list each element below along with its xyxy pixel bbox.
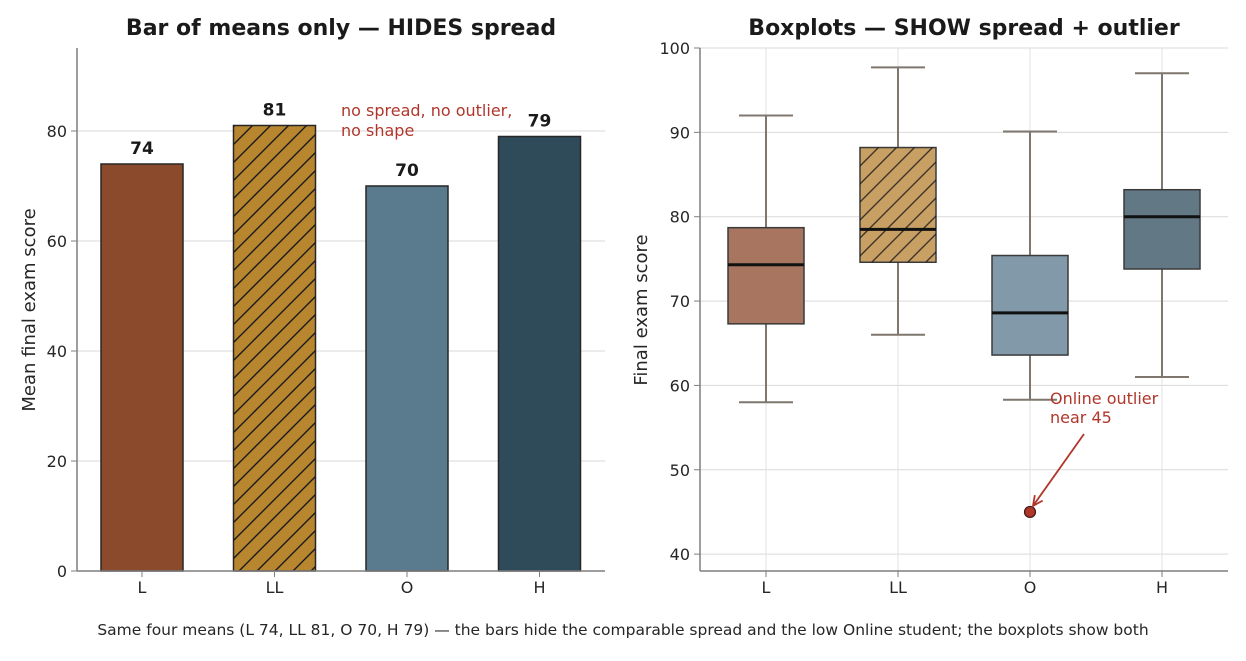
boxplot-y-tick-label-50: 50 xyxy=(670,461,690,480)
bar-hatch-LL xyxy=(233,125,316,571)
boxplot-x-tick-label-L: L xyxy=(762,578,771,597)
boxplot-y-tick-label-100: 100 xyxy=(659,39,690,58)
bar-chart-panel: Bar of means only — HIDES spread 0 20 40 60… xyxy=(19,16,605,597)
bar-chart-x-tick-label-O: O xyxy=(401,578,414,597)
bar-data-label-LL: 81 xyxy=(263,101,287,121)
bar-chart-title: Bar of means only — HIDES spread xyxy=(126,16,556,41)
bar-chart-y-axis-label: Mean final exam score xyxy=(19,208,40,411)
boxplot-y-tick-label-90: 90 xyxy=(670,123,690,142)
boxplot-panel: Boxplots — SHOW spread + outlier 40 50 60 7… xyxy=(631,16,1228,597)
boxplot-axes xyxy=(699,48,1228,572)
boxplot-outlier-annotation: Online outlier near 45 xyxy=(1031,389,1159,508)
box-H xyxy=(1123,188,1201,270)
bar-data-label-O: 70 xyxy=(395,161,419,181)
bar-chart-annotation-line1: no spread, no outlier, xyxy=(341,101,512,120)
bar-chart-x-tick-label-L: L xyxy=(138,578,147,597)
bar-chart-y-tick-label-20: 20 xyxy=(47,452,67,471)
outlier-arrow-shaft xyxy=(1032,433,1085,507)
outlier-point-O xyxy=(1023,505,1037,519)
boxplot-y-tick-label-80: 80 xyxy=(670,208,690,227)
boxplot-annotation-line1: Online outlier xyxy=(1050,389,1159,408)
bar-chart-y-tick-label-80: 80 xyxy=(47,122,67,141)
bar-H xyxy=(497,135,582,572)
boxplot-y-tick-label-40: 40 xyxy=(670,545,690,564)
bar-chart-x-tick-label-H: H xyxy=(533,578,545,597)
figure-caption: Same four means (L 74, LL 81, O 70, H 79… xyxy=(97,621,1148,639)
bar-chart-y-tick-label-0: 0 xyxy=(57,562,67,581)
bar-chart-annotation-line2: no shape xyxy=(341,121,414,140)
boxplot-x-tick-label-O: O xyxy=(1024,578,1037,597)
bar-chart-y-tick-label-40: 40 xyxy=(47,342,67,361)
box-O xyxy=(991,254,1069,356)
bar-chart-bars xyxy=(100,124,582,572)
bar-L xyxy=(100,163,184,572)
box-hatch-LL xyxy=(860,147,936,263)
boxplot-annotation-line2: near 45 xyxy=(1050,408,1112,427)
bar-chart-x-tick-label-LL: LL xyxy=(266,578,284,597)
boxplot-x-tick-label-H: H xyxy=(1156,578,1168,597)
box-L xyxy=(727,226,805,325)
outlier-arrow-head xyxy=(1031,494,1044,508)
bar-chart-axes xyxy=(76,48,605,572)
bar-data-label-L: 74 xyxy=(130,139,154,159)
boxplot-y-tick-label-60: 60 xyxy=(670,376,690,395)
bar-O xyxy=(365,185,449,572)
bar-data-label-H: 79 xyxy=(528,112,552,132)
boxplot-y-axis-label: Final exam score xyxy=(631,234,652,385)
bar-chart-data-labels: 74 81 70 79 xyxy=(130,101,551,182)
boxplot-boxes xyxy=(727,66,1201,519)
bar-chart-y-tick-label-60: 60 xyxy=(47,232,67,251)
boxplot-title: Boxplots — SHOW spread + outlier xyxy=(748,16,1180,41)
boxplot-x-tick-label-LL: LL xyxy=(889,578,907,597)
boxplot-y-tick-label-70: 70 xyxy=(670,292,690,311)
